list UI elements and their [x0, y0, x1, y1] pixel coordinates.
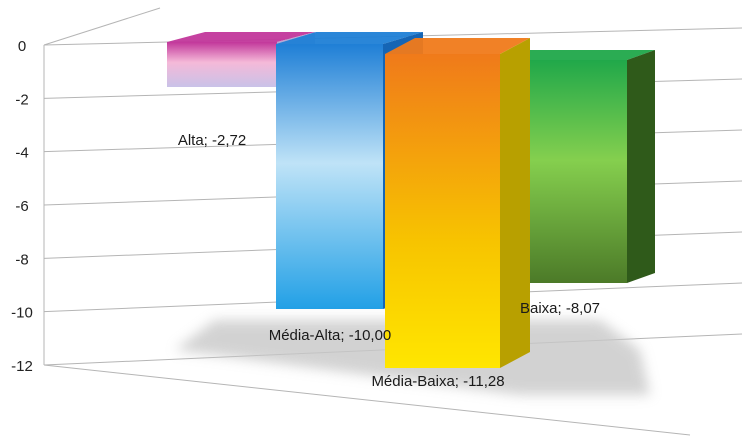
y-tick-label: -12	[11, 358, 33, 375]
bar-media-baixa-front	[385, 54, 500, 368]
wall-edge-top	[43, 7, 161, 46]
floor-edge	[43, 364, 691, 436]
bars	[167, 32, 655, 368]
bar-media-alta-front	[276, 44, 383, 309]
bar-media-baixa-top	[385, 38, 530, 54]
bar-alta-front	[167, 42, 277, 87]
label-alta: Alta; -2,72	[178, 132, 246, 149]
bar-media-baixa	[385, 38, 530, 368]
y-tick-label: -8	[15, 251, 28, 268]
label-baixa: Baixa; -8,07	[520, 300, 600, 317]
y-tick-label: -6	[15, 198, 28, 215]
bar-alta-top	[167, 32, 315, 42]
label-media-alta: Média-Alta; -10,00	[269, 327, 392, 344]
bar-baixa-top	[500, 50, 655, 60]
label-media-baixa: Média-Baixa; -11,28	[371, 373, 504, 390]
bar-media-alta-top	[276, 32, 423, 44]
y-tick-label: 0	[18, 38, 26, 55]
y-tick-label: -4	[15, 145, 28, 162]
bar-media-baixa-side	[500, 38, 530, 368]
data-labels: Alta; -2,72 Média-Alta; -10,00 Média-Baixa…	[178, 132, 600, 390]
y-tick-label: -2	[15, 91, 28, 108]
y-tick-label: -10	[11, 305, 33, 322]
bar-baixa-side	[627, 50, 655, 283]
y-axis-ticks: 0 -2 -4 -6 -8 -10 -12	[11, 38, 33, 375]
